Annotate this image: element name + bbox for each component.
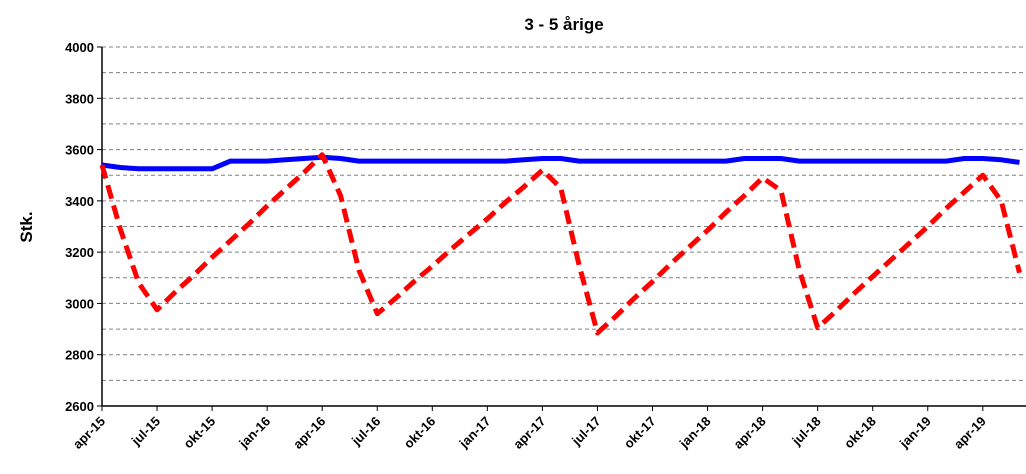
x-tick-label: okt-15 bbox=[181, 414, 219, 452]
y-tick-label: 2600 bbox=[65, 399, 94, 414]
x-tick-label: jan-17 bbox=[456, 414, 494, 452]
x-tick-label: apr-19 bbox=[951, 414, 989, 452]
x-tick-label: apr-17 bbox=[510, 414, 548, 452]
series-line bbox=[101, 154, 1020, 172]
x-tick-label: jan-16 bbox=[235, 414, 273, 452]
x-tick-label: jul-17 bbox=[568, 414, 603, 449]
x-tick-label: jan-18 bbox=[676, 414, 714, 452]
x-tick-label: okt-18 bbox=[841, 414, 879, 452]
x-tick-label: jan-19 bbox=[896, 414, 934, 452]
y-tick-label: 4000 bbox=[65, 40, 94, 55]
x-tick-label: jul-18 bbox=[788, 414, 823, 449]
x-tick-label: jul-16 bbox=[348, 414, 383, 449]
x-tick-label: okt-17 bbox=[621, 414, 659, 452]
x-tick-label: apr-16 bbox=[290, 414, 328, 452]
y-axis-label: Stk. bbox=[17, 211, 36, 242]
x-tick-label: jul-15 bbox=[128, 414, 163, 449]
chart-title: 3 - 5 årige bbox=[524, 15, 603, 34]
series-line bbox=[99, 152, 1022, 336]
x-tick-label: apr-18 bbox=[731, 414, 769, 452]
y-tick-label: 3600 bbox=[65, 143, 94, 158]
y-tick-label: 3000 bbox=[65, 296, 94, 311]
x-tick-label: okt-16 bbox=[401, 414, 439, 452]
y-tick-label: 3400 bbox=[65, 194, 94, 209]
y-tick-label: 2800 bbox=[65, 348, 94, 363]
y-tick-label: 3800 bbox=[65, 91, 94, 106]
x-tick-label: apr-15 bbox=[70, 414, 108, 452]
y-tick-label: 3200 bbox=[65, 245, 94, 260]
